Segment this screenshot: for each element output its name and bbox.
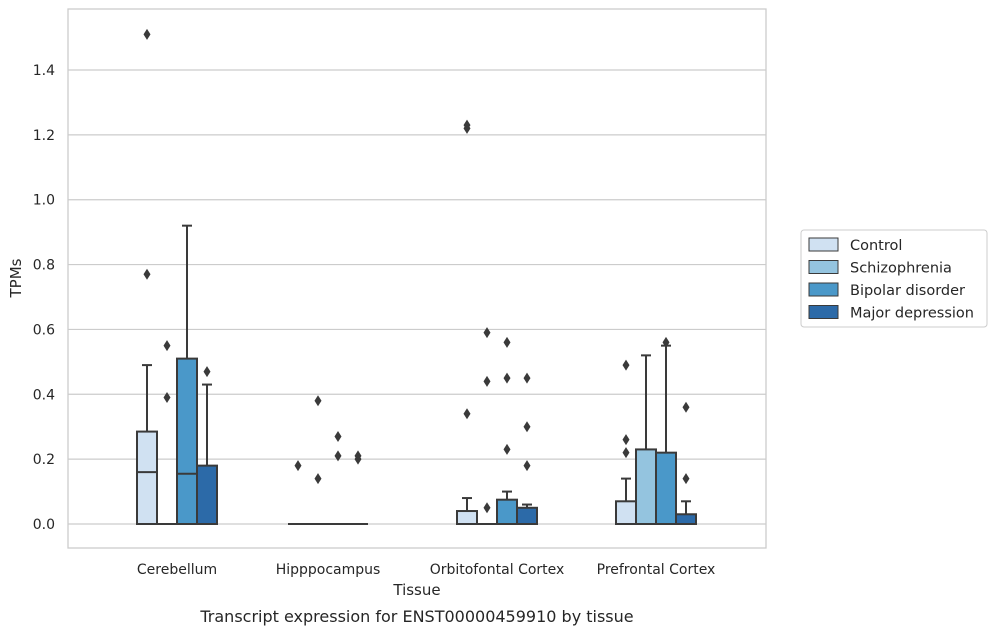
outlier-point: [143, 28, 151, 40]
x-tick-label: Cerebellum: [137, 562, 217, 578]
box-control: [136, 28, 158, 526]
box-body: [675, 513, 697, 525]
box-major-depression: [675, 401, 697, 525]
outlier-point: [143, 268, 151, 280]
box-bipolar-disorder: [655, 336, 677, 525]
box-major-depression: [348, 450, 368, 525]
box-schizophrenia: [635, 354, 657, 525]
outlier-point: [682, 401, 690, 413]
outlier-point: [354, 453, 362, 465]
box-schizophrenia: [477, 327, 497, 525]
legend-swatch: [808, 260, 839, 274]
x-tick-label: Prefrontal Cortex: [597, 562, 716, 578]
plot-area: [136, 28, 697, 526]
box-body: [635, 448, 657, 525]
legend-swatch: [808, 282, 839, 297]
box-control: [288, 460, 308, 525]
box-schizophrenia: [157, 340, 177, 525]
outlier-point: [622, 447, 630, 459]
legend-frame: [800, 229, 988, 328]
legend-label: Control: [850, 238, 902, 254]
outlier-point: [463, 122, 471, 134]
box-bipolar-disorder: [496, 336, 518, 525]
box-body: [136, 430, 158, 526]
box-schizophrenia: [308, 395, 328, 525]
box-body: [496, 498, 518, 525]
legend-swatch: [808, 237, 839, 252]
legend-label: Bipolar disorder: [850, 283, 965, 299]
y-tick-label: 0.0: [33, 517, 55, 533]
outlier-point: [622, 359, 630, 371]
x-tick-labels: Cerebellum Hipppocampus Orbitofontal Corte…: [137, 562, 715, 578]
outlier-point: [203, 366, 211, 378]
plot-frame: [67, 8, 767, 549]
box-major-depression: [196, 366, 218, 525]
outlier-point: [163, 340, 171, 352]
outlier-point: [662, 336, 670, 348]
box-body: [516, 506, 538, 525]
box-bipolar-disorder: [176, 224, 198, 525]
y-tick-label: 0.6: [33, 322, 55, 338]
box-control: [456, 119, 478, 525]
outlier-point: [523, 372, 531, 384]
y-tick-label: 1.0: [33, 193, 55, 209]
box-control: [615, 359, 637, 525]
x-axis-label: Tissue: [392, 581, 440, 599]
box-major-depression: [516, 372, 538, 525]
x-tick-label: Orbitofontal Cortex: [430, 562, 565, 578]
y-tick-label: 1.2: [33, 128, 55, 144]
y-tick-label: 0.4: [33, 387, 55, 403]
outlier-point: [334, 450, 342, 462]
box-bipolar-disorder: [328, 430, 348, 525]
y-tick-label: 0.2: [33, 452, 55, 468]
outlier-point: [314, 473, 322, 485]
box-body: [615, 500, 637, 525]
outlier-point: [503, 372, 511, 384]
outlier-point: [483, 502, 491, 514]
outlier-point: [503, 443, 511, 455]
outlier-point: [682, 473, 690, 485]
outlier-point: [523, 460, 531, 472]
box-body: [196, 464, 218, 525]
legend: Control Schizophrenia Bipolar disorder Majo…: [800, 229, 988, 328]
box-body: [655, 451, 677, 525]
outlier-point: [314, 395, 322, 407]
x-tick-label: Hipppocampus: [276, 562, 381, 578]
legend-label: Major depression: [850, 306, 974, 322]
y-tick-label: 1.4: [33, 63, 55, 79]
chart-caption: Transcript expression for ENST0000045991…: [199, 607, 633, 626]
outlier-point: [483, 375, 491, 387]
y-axis-label: TPMs: [7, 258, 25, 298]
outlier-point: [294, 460, 302, 472]
outlier-point: [622, 434, 630, 446]
outlier-point: [334, 430, 342, 442]
legend-swatch: [808, 305, 839, 319]
outlier-point: [503, 336, 511, 348]
outlier-point: [523, 421, 531, 433]
outlier-point: [163, 392, 171, 404]
legend-label: Schizophrenia: [850, 261, 952, 277]
y-tick-labels: 0.0 0.2 0.4 0.6 0.8 1.0 1.2 1.4: [33, 63, 55, 533]
outlier-point: [483, 327, 491, 339]
box-body: [176, 357, 198, 525]
y-tick-label: 0.8: [33, 258, 55, 274]
outlier-point: [463, 408, 471, 420]
box-body: [456, 510, 478, 525]
